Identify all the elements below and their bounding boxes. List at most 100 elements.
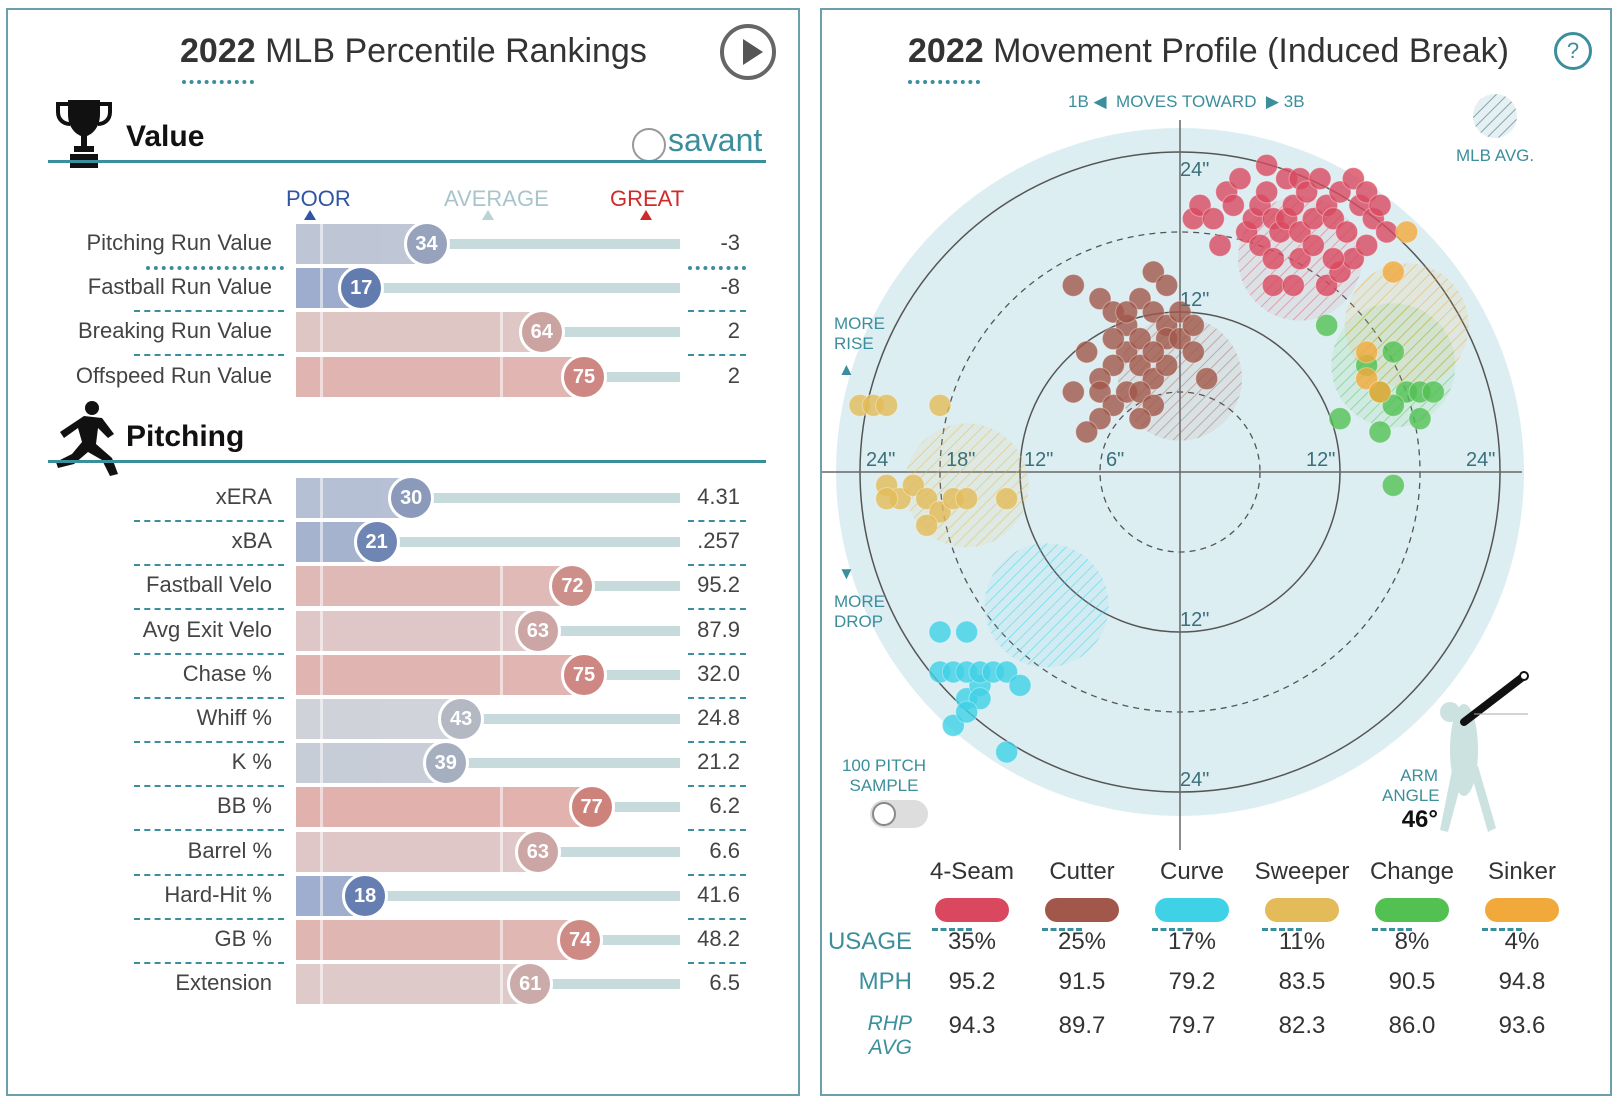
pitch-point-sinker[interactable] [1381, 260, 1405, 284]
pitch-point-cutter[interactable] [1088, 407, 1112, 431]
pitch-point-sinker[interactable] [1355, 340, 1379, 364]
pitch-point-4-seam[interactable] [1341, 167, 1365, 191]
pitch-point-4-seam[interactable] [1321, 247, 1345, 271]
pitch-point-4-seam[interactable] [1255, 180, 1279, 204]
pitch-point-cutter[interactable] [1181, 313, 1205, 337]
pitch-point-cutter[interactable] [1101, 353, 1125, 377]
pitch-point-sweeper[interactable] [955, 487, 979, 511]
pitch-point-cutter[interactable] [1168, 327, 1192, 351]
pitch-point-4-seam[interactable] [1261, 247, 1285, 271]
pitch-point-4-seam[interactable] [1315, 273, 1339, 297]
pitch-point-4-seam[interactable] [1355, 180, 1379, 204]
pitch-point-sinker[interactable] [1395, 220, 1419, 244]
pitch-point-sweeper[interactable] [901, 473, 925, 497]
pitch-point-cutter[interactable] [1141, 393, 1165, 417]
pitch-point-change[interactable] [1381, 473, 1405, 497]
pitch-point-change[interactable] [1381, 393, 1405, 417]
pitch-point-4-seam[interactable] [1295, 180, 1319, 204]
pitch-point-cutter[interactable] [1168, 300, 1192, 324]
pitch-point-sweeper[interactable] [915, 487, 939, 511]
pitch-point-change[interactable] [1408, 407, 1432, 431]
play-button[interactable] [720, 24, 776, 80]
pitch-point-curve[interactable] [928, 620, 952, 644]
pitch-point-sweeper[interactable] [875, 393, 899, 417]
pitch-point-4-seam[interactable] [1328, 180, 1352, 204]
pitch-point-curve[interactable] [995, 740, 1019, 764]
pitch-point-change[interactable] [1328, 407, 1352, 431]
pitch-point-cutter[interactable] [1128, 380, 1152, 404]
pitch-point-4-seam[interactable] [1228, 167, 1252, 191]
pitch-point-sweeper[interactable] [875, 487, 899, 511]
pitch-point-4-seam[interactable] [1288, 247, 1312, 271]
pitch-point-sweeper[interactable] [928, 393, 952, 417]
pitch-point-cutter[interactable] [1101, 393, 1125, 417]
pitch-point-curve[interactable] [1008, 673, 1032, 697]
percentile-track [461, 714, 680, 724]
pitch-point-cutter[interactable] [1141, 260, 1165, 284]
pitch-point-4-seam[interactable] [1355, 233, 1379, 257]
pitch-point-4-seam[interactable] [1281, 193, 1305, 217]
pitch-point-curve[interactable] [968, 687, 992, 711]
metric-label: Pitching Run Value [86, 230, 273, 255]
pitch-point-cutter[interactable] [1115, 300, 1139, 324]
pitch-point-change[interactable] [1315, 313, 1339, 337]
pitch-point-change[interactable] [1381, 340, 1405, 364]
pitch-point-4-seam[interactable] [1248, 233, 1272, 257]
pitch-point-cutter[interactable] [1195, 367, 1219, 391]
pitch-point-sinker[interactable] [1368, 380, 1392, 404]
pitch-point-4-seam[interactable] [1261, 273, 1285, 297]
pitch-point-4-seam[interactable] [1288, 220, 1312, 244]
legend-dash-4-seam [932, 928, 972, 931]
pitch-point-4-seam[interactable] [1221, 193, 1245, 217]
percentile-track [541, 327, 680, 338]
pitch-point-sweeper[interactable] [995, 487, 1019, 511]
pitch-point-sinker[interactable] [1355, 367, 1379, 391]
row-divider [688, 962, 746, 964]
pitch-point-cutter[interactable] [1128, 353, 1152, 377]
ring-label-right24: 24" [1466, 449, 1495, 471]
pitch-point-cutter[interactable] [1128, 327, 1152, 351]
pitch-point-4-seam[interactable] [1281, 273, 1305, 297]
pitch-point-4-seam[interactable] [1201, 207, 1225, 231]
pitch-point-4-seam[interactable] [1335, 220, 1359, 244]
pitch-point-4-seam[interactable] [1321, 207, 1345, 231]
pitch-point-curve[interactable] [955, 700, 979, 724]
pitch-point-cutter[interactable] [1061, 273, 1085, 297]
pitch-point-cutter[interactable] [1155, 353, 1179, 377]
help-icon[interactable]: ? [1554, 32, 1592, 70]
pitch-point-change[interactable] [1368, 420, 1392, 444]
pitch-point-change[interactable] [1421, 380, 1445, 404]
pitch-point-cutter[interactable] [1088, 287, 1112, 311]
pitch-point-4-seam[interactable] [1308, 167, 1332, 191]
pitch-point-cutter[interactable] [1141, 367, 1165, 391]
pitch-point-cutter[interactable] [1141, 340, 1165, 364]
row-divider [134, 564, 284, 567]
pitch-point-cutter[interactable] [1061, 380, 1085, 404]
pitch-point-cutter[interactable] [1075, 420, 1099, 444]
savant-logo: savant [668, 122, 763, 158]
pitch-point-cutter[interactable] [1155, 273, 1179, 297]
pitch-point-cutter[interactable] [1141, 300, 1165, 324]
pitch-point-curve[interactable] [955, 620, 979, 644]
pitch-point-cutter[interactable] [1128, 287, 1152, 311]
pitch-point-4-seam[interactable] [1188, 193, 1212, 217]
pitch-point-4-seam[interactable] [1368, 193, 1392, 217]
pitch-point-cutter[interactable] [1101, 327, 1125, 351]
pitch-point-4-seam[interactable] [1375, 220, 1399, 244]
pitch-point-cutter[interactable] [1088, 380, 1112, 404]
pitch-point-curve[interactable] [995, 660, 1019, 684]
more-drop-label: MORE DROP [834, 592, 885, 631]
pitch-point-cutter[interactable] [1115, 340, 1139, 364]
percentile-track [361, 283, 680, 294]
pitch-point-4-seam[interactable] [1255, 153, 1279, 177]
pitch-point-sweeper[interactable] [915, 513, 939, 537]
scale-average-label: AVERAGE [444, 186, 549, 211]
pitch-point-4-seam[interactable] [1208, 233, 1232, 257]
pitch-point-4-seam[interactable] [1301, 233, 1325, 257]
pitch-point-cutter[interactable] [1181, 340, 1205, 364]
sample-toggle[interactable] [870, 800, 928, 828]
pitch-point-cutter[interactable] [1128, 407, 1152, 431]
pitch-point-curve[interactable] [941, 713, 965, 737]
pitch-point-sweeper[interactable] [928, 500, 952, 524]
pitch-point-cutter[interactable] [1075, 340, 1099, 364]
